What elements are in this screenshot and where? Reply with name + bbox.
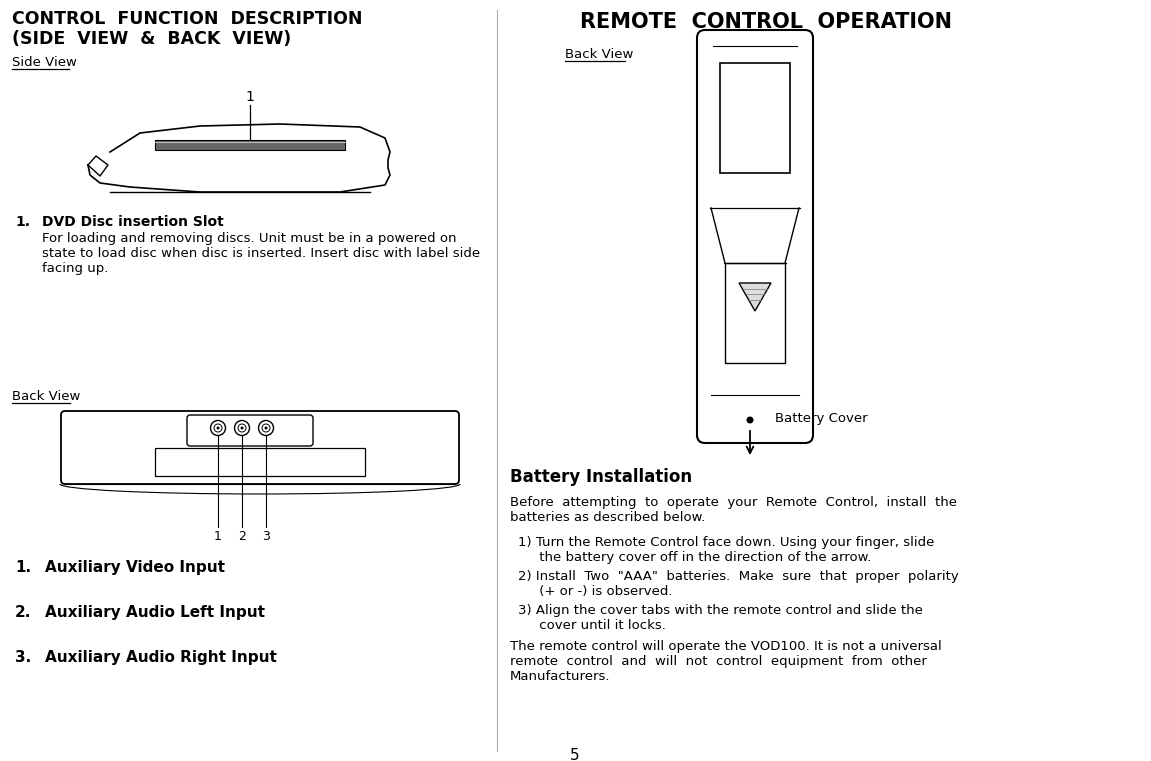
Text: 2) Install  Two  "AAA"  batteries.  Make  sure  that  proper  polarity
     (+ o: 2) Install Two "AAA" batteries. Make sur… — [518, 570, 959, 598]
Text: Side View: Side View — [12, 56, 77, 69]
Text: 5: 5 — [570, 748, 580, 761]
Text: 3: 3 — [262, 530, 270, 543]
Text: REMOTE  CONTROL  OPERATION: REMOTE CONTROL OPERATION — [580, 12, 952, 32]
Text: Back View: Back View — [12, 390, 81, 403]
Polygon shape — [739, 283, 771, 311]
Bar — [155, 448, 365, 476]
Text: The remote control will operate the VOD100. It is not a universal
remote  contro: The remote control will operate the VOD1… — [510, 640, 942, 683]
Text: Battery Cover: Battery Cover — [775, 412, 868, 425]
Text: Battery Installation: Battery Installation — [510, 468, 692, 486]
Text: Auxiliary Video Input: Auxiliary Video Input — [45, 560, 224, 575]
Circle shape — [216, 426, 220, 429]
Text: 3) Align the cover tabs with the remote control and slide the
     cover until i: 3) Align the cover tabs with the remote … — [518, 604, 923, 632]
Text: Back View: Back View — [565, 48, 633, 61]
Text: Auxiliary Audio Right Input: Auxiliary Audio Right Input — [45, 650, 277, 665]
Bar — [725, 263, 785, 363]
Text: 1.: 1. — [15, 560, 31, 575]
Circle shape — [265, 426, 267, 429]
Text: 3.: 3. — [15, 650, 31, 665]
Bar — [721, 63, 790, 173]
Text: 1) Turn the Remote Control face down. Using your finger, slide
     the battery : 1) Turn the Remote Control face down. Us… — [518, 536, 935, 564]
Text: 2.: 2. — [15, 605, 31, 620]
Text: 1: 1 — [245, 90, 254, 104]
Text: DVD Disc insertion Slot: DVD Disc insertion Slot — [41, 215, 223, 229]
Text: CONTROL  FUNCTION  DESCRIPTION: CONTROL FUNCTION DESCRIPTION — [12, 10, 363, 28]
Text: Before  attempting  to  operate  your  Remote  Control,  install  the
batteries : Before attempting to operate your Remote… — [510, 496, 956, 524]
Bar — [155, 140, 345, 150]
Text: For loading and removing discs. Unit must be in a powered on
state to load disc : For loading and removing discs. Unit mus… — [41, 232, 480, 275]
Text: 2: 2 — [238, 530, 246, 543]
Circle shape — [241, 426, 244, 429]
Circle shape — [747, 416, 754, 424]
Text: Auxiliary Audio Left Input: Auxiliary Audio Left Input — [45, 605, 265, 620]
Text: 1.: 1. — [15, 215, 30, 229]
Text: 1: 1 — [214, 530, 222, 543]
Text: (SIDE  VIEW  &  BACK  VIEW): (SIDE VIEW & BACK VIEW) — [12, 30, 291, 48]
